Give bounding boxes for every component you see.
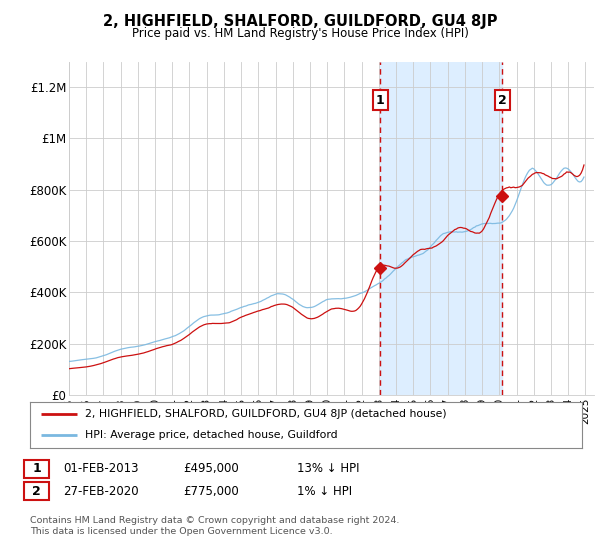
Text: Contains HM Land Registry data © Crown copyright and database right 2024.
This d: Contains HM Land Registry data © Crown c… [30,516,400,536]
Text: HPI: Average price, detached house, Guildford: HPI: Average price, detached house, Guil… [85,431,338,441]
Text: £495,000: £495,000 [183,462,239,475]
Text: 1: 1 [376,94,385,106]
Text: Price paid vs. HM Land Registry's House Price Index (HPI): Price paid vs. HM Land Registry's House … [131,27,469,40]
Text: 01-FEB-2013: 01-FEB-2013 [63,462,139,475]
Text: 1: 1 [32,462,41,475]
Text: 2: 2 [32,484,41,498]
Text: £775,000: £775,000 [183,484,239,498]
Bar [380,62,502,395]
Text: 2, HIGHFIELD, SHALFORD, GUILDFORD, GU4 8JP (detached house): 2, HIGHFIELD, SHALFORD, GUILDFORD, GU4 8… [85,409,447,419]
Text: 1% ↓ HPI: 1% ↓ HPI [297,484,352,498]
Text: 2: 2 [498,94,506,106]
Text: 2, HIGHFIELD, SHALFORD, GUILDFORD, GU4 8JP: 2, HIGHFIELD, SHALFORD, GUILDFORD, GU4 8… [103,14,497,29]
Text: 27-FEB-2020: 27-FEB-2020 [63,484,139,498]
Text: 13% ↓ HPI: 13% ↓ HPI [297,462,359,475]
